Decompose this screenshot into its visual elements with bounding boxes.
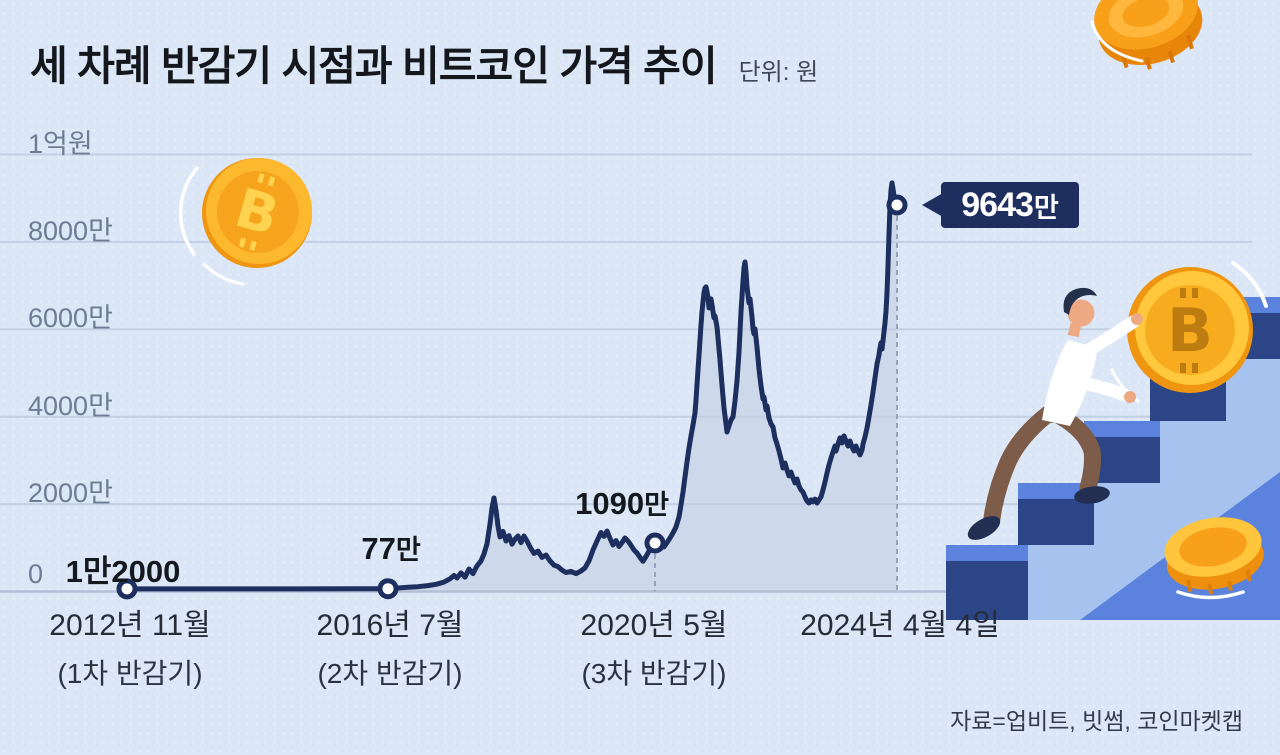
x-tick-3: 2020년 5월 (3차 반감기) [581, 600, 728, 692]
motion-arc [178, 166, 199, 256]
halving-marker-4 [886, 194, 908, 216]
point-label-value: 1만2000 [65, 554, 181, 589]
person-back-shoe [967, 516, 1001, 540]
point-label-value: 77 [361, 531, 396, 566]
person-arms [1071, 313, 1143, 403]
person-torso [1042, 340, 1098, 426]
callout-suffix: 만 [1033, 192, 1059, 223]
callout-value: 9643 [961, 185, 1034, 224]
climbing-person [967, 287, 1110, 540]
coin-bottom-right [1164, 517, 1264, 600]
point-label-suffix: 만 [644, 490, 669, 520]
point-label-1: 1만2000 [66, 546, 181, 591]
x-tick-2: 2016년 7월 (2차 반감기) [317, 600, 464, 692]
x-tick-halving-note: (3차 반감기) [581, 658, 727, 689]
point-label-3: 1090만 [575, 483, 669, 522]
point-label-suffix: 만 [395, 535, 421, 565]
motion-arc [1231, 261, 1268, 308]
y-tick-6000만: 6000만 [28, 303, 113, 334]
bitcoin-coin-top-left: B [178, 158, 312, 286]
motion-arc [202, 262, 245, 286]
person-back-leg [983, 405, 1057, 527]
x-tick-date: 2012년 11월 [49, 609, 211, 642]
halving-marker-1 [116, 578, 138, 600]
x-tick-halving-note: (2차 반감기) [317, 658, 463, 689]
motion-arc [1110, 368, 1140, 403]
source-credit: 자료=업비트, 빗썸, 코인마켓캡 [950, 708, 1243, 734]
person-upper-arm [1079, 315, 1140, 359]
x-tick-date: 2020년 5월 [580, 609, 728, 642]
bitcoin-symbol: B [1167, 288, 1213, 373]
header: 세 차례 반감기 시점과 비트코인 가격 추이 단위: 원 [30, 32, 818, 92]
person-hand [1124, 391, 1136, 403]
x-tick-date: 2016년 7월 [316, 609, 464, 642]
svg-text:B: B [1167, 296, 1213, 366]
big-bitcoin-coin: B [1110, 261, 1268, 403]
motion-arc [1176, 590, 1245, 600]
y-tick-0: 0 [28, 558, 44, 589]
halving-marker-2 [377, 578, 399, 600]
person-head [1067, 299, 1095, 327]
motion-arc [1090, 20, 1144, 63]
coin-top-right [1090, 0, 1203, 70]
person-front-shoe [1074, 486, 1110, 504]
person-hand [1131, 313, 1143, 325]
unit-label: 단위: 원 [738, 59, 819, 86]
x-tick-1: 2012년 11월 (1차 반감기) [49, 600, 210, 692]
person-hair [1063, 287, 1097, 315]
area-fill [127, 182, 897, 592]
y-tick-2000만: 2000만 [28, 478, 113, 509]
halving-marker-3 [644, 532, 666, 554]
y-tick-4000만: 4000만 [28, 390, 113, 421]
x-tick-date: 2024년 4월 4일 [800, 609, 1000, 642]
y-tick-8000만: 8000만 [28, 215, 113, 246]
y-tick-1억원: 1억원 [28, 128, 93, 159]
point-label-2: 77만 [361, 528, 420, 567]
person-front-leg [1051, 407, 1101, 497]
person-lower-arm [1071, 375, 1132, 402]
price-line [124, 180, 900, 592]
x-tick-halving-note: (1차 반감기) [57, 658, 203, 689]
x-tick-4: 2024년 4월 4일 [800, 600, 1000, 644]
point-label-value: 1090 [575, 486, 645, 521]
page-title: 세 차례 반감기 시점과 비트코인 가격 추이 [30, 43, 718, 89]
price-callout: 9643 만 [922, 182, 1079, 228]
